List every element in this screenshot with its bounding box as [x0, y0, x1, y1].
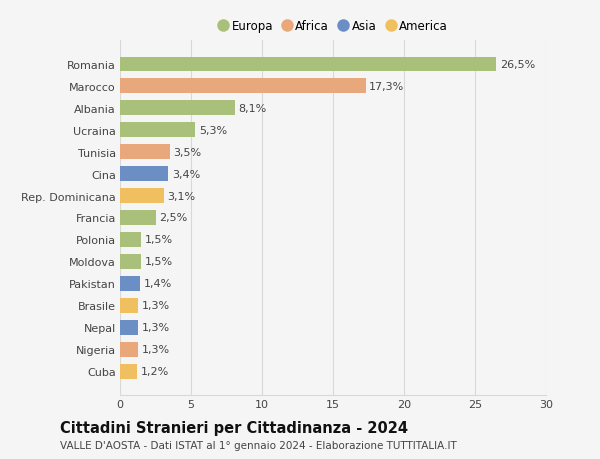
Text: 5,3%: 5,3%	[199, 125, 227, 135]
Bar	[120, 233, 142, 247]
Text: 3,4%: 3,4%	[172, 169, 200, 179]
Text: 1,4%: 1,4%	[143, 279, 172, 289]
Bar	[120, 101, 235, 116]
Text: Cittadini Stranieri per Cittadinanza - 2024: Cittadini Stranieri per Cittadinanza - 2…	[60, 420, 408, 435]
Bar	[120, 167, 168, 181]
Bar	[120, 364, 137, 379]
Text: 17,3%: 17,3%	[369, 81, 404, 91]
Text: 2,5%: 2,5%	[159, 213, 187, 223]
Bar	[120, 342, 139, 357]
Text: 1,5%: 1,5%	[145, 235, 173, 245]
Text: 1,3%: 1,3%	[142, 323, 170, 333]
Bar	[120, 123, 195, 137]
Text: 1,3%: 1,3%	[142, 301, 170, 311]
Text: 26,5%: 26,5%	[500, 60, 535, 69]
Text: 3,1%: 3,1%	[167, 191, 196, 201]
Text: VALLE D'AOSTA - Dati ISTAT al 1° gennaio 2024 - Elaborazione TUTTITALIA.IT: VALLE D'AOSTA - Dati ISTAT al 1° gennaio…	[60, 440, 457, 450]
Bar	[120, 277, 140, 291]
Text: 1,3%: 1,3%	[142, 345, 170, 355]
Bar	[120, 189, 164, 203]
Bar	[120, 57, 496, 72]
Bar	[120, 299, 139, 313]
Bar	[120, 79, 365, 94]
Text: 1,2%: 1,2%	[140, 367, 169, 376]
Bar	[120, 211, 155, 225]
Text: 8,1%: 8,1%	[239, 103, 267, 113]
Bar	[120, 145, 170, 159]
Bar	[120, 320, 139, 335]
Legend: Europa, Africa, Asia, America: Europa, Africa, Asia, America	[214, 16, 452, 38]
Bar	[120, 255, 142, 269]
Text: 1,5%: 1,5%	[145, 257, 173, 267]
Text: 3,5%: 3,5%	[173, 147, 202, 157]
